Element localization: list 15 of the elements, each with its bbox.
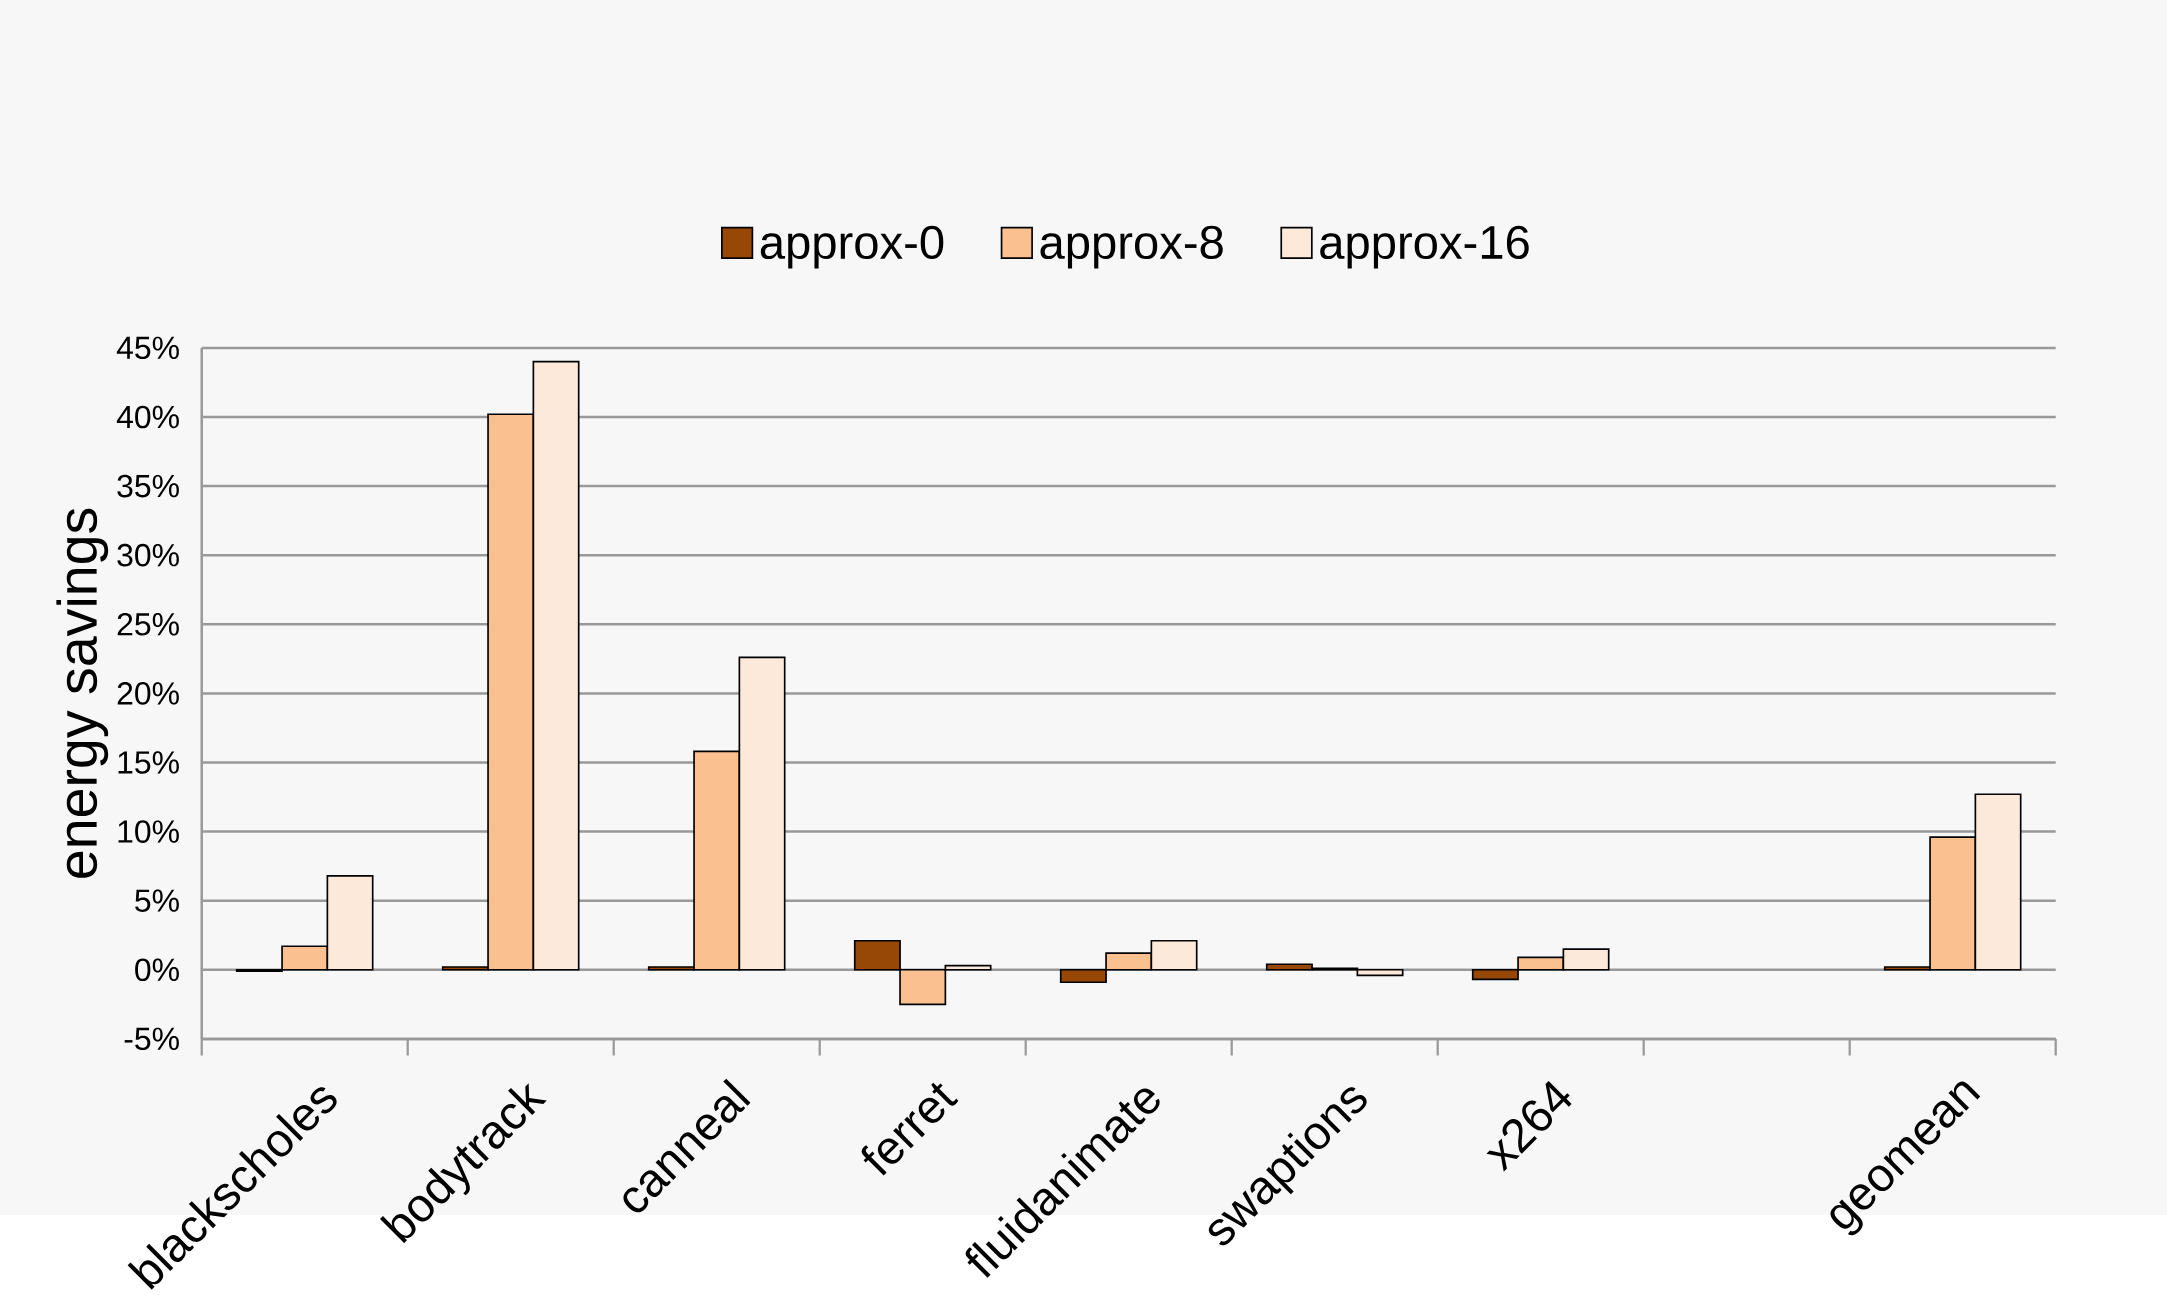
y-tick-label: 45% xyxy=(116,336,179,360)
y-tick-label: 25% xyxy=(117,612,179,636)
y-tick-label: 35% xyxy=(117,474,179,498)
y-axis-title: energy savings xyxy=(56,508,109,878)
legend-label: approx-8 xyxy=(1040,225,1223,269)
legend-label: approx-16 xyxy=(1320,225,1529,269)
y-tick-label: 0% xyxy=(135,958,179,981)
y-tick-label: -5% xyxy=(124,1027,179,1051)
y-tick-label: 30% xyxy=(117,543,179,567)
y-tick-label: 15% xyxy=(118,751,179,774)
y-tick-label: 20% xyxy=(117,681,179,705)
y-tick-label: 40% xyxy=(116,405,179,429)
y-tick-label: 10% xyxy=(118,820,179,843)
y-tick-label: 5% xyxy=(135,889,179,912)
legend-label: approx-0 xyxy=(760,225,944,269)
